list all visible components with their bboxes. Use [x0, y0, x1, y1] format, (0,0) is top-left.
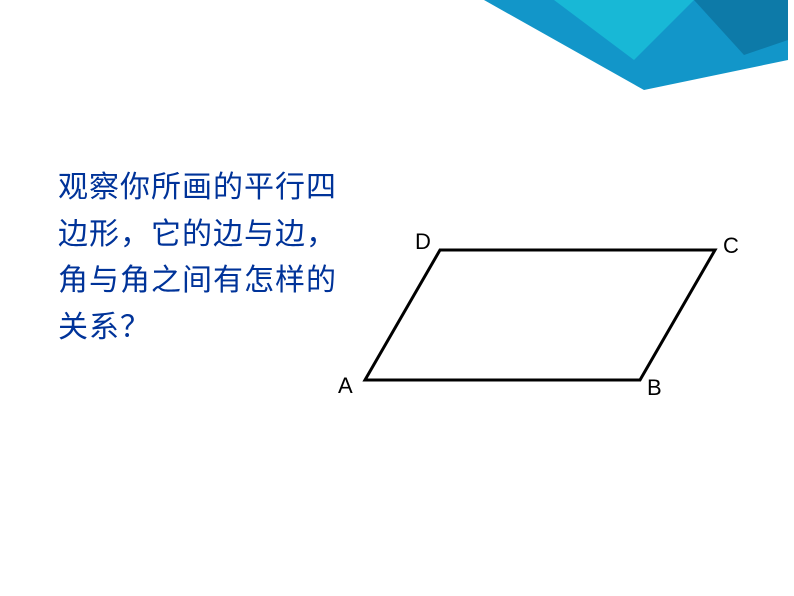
question-line-3: 角与角之间有怎样的: [58, 258, 378, 305]
question-line-4: 关系？: [58, 305, 378, 352]
deco-shape-3: [694, 0, 788, 55]
parallelogram-diagram: A B C D: [335, 215, 755, 415]
parallelogram-shape: [365, 250, 715, 380]
question-line-1: 观察你所画的平行四: [58, 165, 378, 212]
vertex-label-a: A: [338, 373, 353, 399]
vertex-label-d: D: [415, 229, 431, 255]
question-line-2: 边形，它的边与边，: [58, 212, 378, 259]
question-text: 观察你所画的平行四 边形，它的边与边， 角与角之间有怎样的 关系？: [58, 165, 378, 351]
vertex-label-c: C: [723, 233, 739, 259]
corner-decoration: [484, 0, 794, 95]
deco-shape-1: [484, 0, 788, 90]
deco-shape-2: [554, 0, 694, 60]
vertex-label-b: B: [647, 375, 662, 401]
parallelogram-svg: [335, 215, 755, 415]
